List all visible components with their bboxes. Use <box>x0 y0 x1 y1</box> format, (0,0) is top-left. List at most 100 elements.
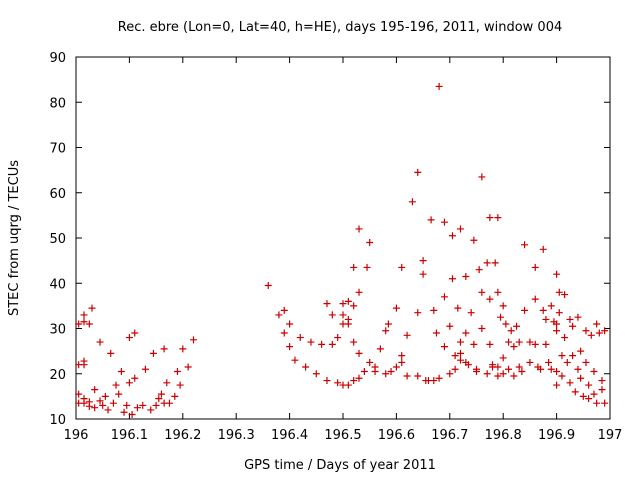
data-point <box>521 306 529 314</box>
data-point <box>312 370 320 378</box>
data-point <box>510 372 518 380</box>
x-axis-title: GPS time / Days of year 2011 <box>244 458 436 473</box>
data-point <box>545 358 553 366</box>
data-point <box>531 263 539 271</box>
data-point <box>307 338 315 346</box>
data-point <box>566 315 574 323</box>
data-point <box>539 245 547 253</box>
data-point <box>553 327 561 335</box>
data-point <box>99 401 107 409</box>
data-point <box>518 367 526 375</box>
data-point <box>80 395 88 403</box>
x-tick-label: 196.3 <box>218 428 255 443</box>
data-point <box>334 334 342 342</box>
data-point <box>585 381 593 389</box>
data-point <box>582 358 590 366</box>
data-point <box>494 372 502 380</box>
data-point <box>553 381 561 389</box>
data-point <box>531 340 539 348</box>
data-point <box>366 239 374 247</box>
data-point <box>446 370 454 378</box>
data-point <box>467 309 475 317</box>
x-tick-label: 196 <box>64 428 89 443</box>
y-tick-label: 40 <box>49 277 66 292</box>
data-point <box>75 390 83 398</box>
data-point <box>339 311 347 319</box>
data-point <box>123 401 131 409</box>
data-point <box>499 302 507 310</box>
data-point <box>510 343 518 351</box>
data-point <box>430 306 438 314</box>
data-point <box>598 377 606 385</box>
data-point <box>502 320 510 328</box>
data-point <box>494 363 502 371</box>
data-point <box>515 363 523 371</box>
data-point <box>451 352 459 360</box>
data-point <box>112 381 120 389</box>
y-tick-label: 30 <box>49 323 66 338</box>
data-point <box>165 399 173 407</box>
y-tick-label: 80 <box>49 96 66 111</box>
data-point <box>440 218 448 226</box>
data-point <box>587 331 595 339</box>
data-point <box>566 379 574 387</box>
data-point <box>355 288 363 296</box>
data-point <box>454 304 462 312</box>
data-point <box>350 377 358 385</box>
data-point <box>427 216 435 224</box>
data-point <box>486 214 494 222</box>
data-point <box>392 304 400 312</box>
data-point <box>75 320 83 328</box>
chart-title: Rec. ebre (Lon=0, Lat=40, h=HE), days 19… <box>118 20 562 35</box>
data-point <box>513 322 521 330</box>
data-point <box>323 377 331 385</box>
data-point <box>456 356 464 364</box>
data-point <box>360 367 368 375</box>
data-point <box>569 352 577 360</box>
y-tick-label: 50 <box>49 232 66 247</box>
x-tick-label: 196.8 <box>485 428 522 443</box>
data-point <box>483 370 491 378</box>
data-point <box>350 302 358 310</box>
x-tick-label: 196.6 <box>378 428 415 443</box>
data-point <box>593 399 601 407</box>
data-point <box>440 343 448 351</box>
data-points <box>75 82 609 418</box>
data-point <box>483 259 491 267</box>
data-point <box>494 214 502 222</box>
data-point <box>555 288 563 296</box>
data-point <box>577 374 585 382</box>
data-point <box>435 374 443 382</box>
data-point <box>363 263 371 271</box>
data-point <box>152 401 160 409</box>
data-point <box>334 379 342 387</box>
data-point <box>101 392 109 400</box>
data-point <box>85 320 93 328</box>
data-point <box>280 329 288 337</box>
data-point <box>125 379 133 387</box>
data-point <box>590 390 598 398</box>
data-point <box>91 386 99 394</box>
data-point <box>128 410 136 418</box>
data-point <box>526 338 534 346</box>
data-point <box>448 275 456 283</box>
data-point <box>131 329 139 337</box>
data-point <box>117 367 125 375</box>
data-point <box>120 408 128 416</box>
data-point <box>593 320 601 328</box>
data-point <box>601 327 609 335</box>
data-point <box>561 291 569 299</box>
data-point <box>539 306 547 314</box>
data-point <box>499 354 507 362</box>
data-point <box>569 322 577 330</box>
data-point <box>176 381 184 389</box>
data-point <box>318 340 326 348</box>
data-point <box>558 372 566 380</box>
data-point <box>470 236 478 244</box>
data-point <box>531 295 539 303</box>
y-tick-label: 10 <box>49 413 66 428</box>
data-point <box>139 401 147 409</box>
data-point <box>505 365 513 373</box>
data-point <box>507 327 515 335</box>
